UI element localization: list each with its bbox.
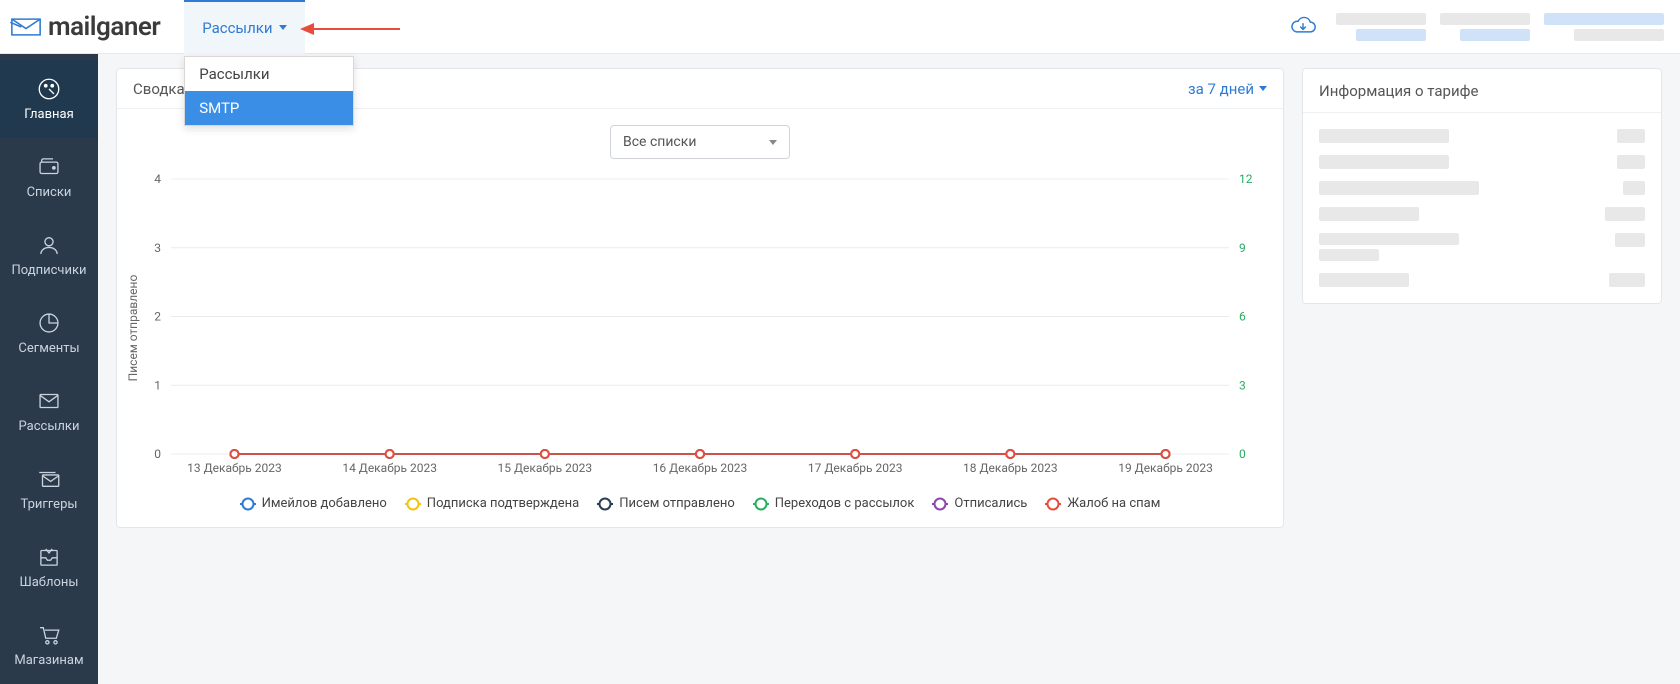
sidebar-item-label: Главная (24, 107, 73, 122)
chevron-down-icon (769, 140, 777, 145)
svg-text:4: 4 (154, 172, 161, 186)
sidebar-item-label: Рассылки (19, 419, 80, 434)
svg-text:16 Декабрь 2023: 16 Декабрь 2023 (653, 461, 748, 475)
tariff-row (1319, 129, 1645, 143)
tray-icon (35, 544, 63, 570)
campaigns-dropdown-menu: Рассылки SMTP (184, 56, 354, 126)
sidebar-item-segments[interactable]: Сегменты (0, 294, 98, 372)
campaigns-dropdown-toggle[interactable]: Рассылки Рассылки SMTP (184, 0, 304, 54)
summary-panel: Сводка по а за 7 дней Все списки Писем о… (116, 68, 1284, 528)
logo-text: mailganer (48, 12, 160, 42)
sidebar-item-label: Подписчики (12, 263, 87, 278)
date-range-selector[interactable]: за 7 дней (1188, 80, 1267, 98)
svg-text:1: 1 (154, 378, 161, 392)
sidebar: Главная Списки Подписчики Сегменты Рассы… (0, 54, 98, 684)
sidebar-item-subscribers[interactable]: Подписчики (0, 216, 98, 294)
list-selector[interactable]: Все списки (610, 125, 790, 159)
tariff-panel-header: Информация о тарифе (1303, 69, 1661, 113)
sidebar-item-label: Шаблоны (19, 575, 78, 590)
wallet-icon (35, 154, 63, 180)
tariff-panel-body (1303, 113, 1661, 303)
legend-marker (753, 499, 769, 509)
svg-text:13 Декабрь 2023: 13 Декабрь 2023 (187, 461, 282, 475)
tariff-row (1319, 181, 1645, 195)
legend-label: Имейлов добавлено (262, 496, 387, 511)
user-icon (35, 232, 63, 258)
topbar: mailganer Рассылки Рассылки SMTP (0, 0, 1680, 54)
dropdown-item-campaigns[interactable]: Рассылки (185, 57, 353, 91)
legend-item-unsub[interactable]: Отписались (932, 496, 1027, 511)
legend-item-sent[interactable]: Писем отправлено (597, 496, 735, 511)
tariff-row (1319, 207, 1645, 221)
svg-text:9: 9 (1239, 241, 1246, 255)
sidebar-item-templates[interactable]: Шаблоны (0, 528, 98, 606)
activity-chart: Писем отправлено 0123403691213 Декабрь 2… (131, 169, 1269, 486)
sidebar-item-main[interactable]: Главная (0, 60, 98, 138)
legend-label: Переходов с рассылок (775, 496, 915, 511)
mail-icon (35, 388, 63, 414)
stackmail-icon (35, 466, 63, 492)
svg-text:17 Декабрь 2023: 17 Декабрь 2023 (808, 461, 903, 475)
tariff-row (1319, 233, 1645, 261)
legend-label: Подписка подтверждена (427, 496, 579, 511)
cart-icon (35, 622, 63, 648)
cloud-download-icon[interactable] (1290, 16, 1316, 38)
topbar-right (1290, 13, 1664, 41)
sidebar-item-campaigns[interactable]: Рассылки (0, 372, 98, 450)
svg-text:0: 0 (1239, 447, 1246, 461)
tariff-title: Информация о тарифе (1319, 82, 1478, 100)
sidebar-item-label: Магазинам (14, 653, 83, 668)
legend-item-confirmed[interactable]: Подписка подтверждена (405, 496, 579, 511)
sidebar-item-shops[interactable]: Магазинам (0, 606, 98, 684)
tariff-row (1319, 273, 1645, 287)
annotation-arrow (300, 22, 400, 36)
legend-label: Жалоб на спам (1067, 496, 1160, 511)
svg-text:3: 3 (154, 241, 161, 255)
legend-marker (240, 499, 256, 509)
date-range-label: за 7 дней (1188, 80, 1254, 98)
svg-text:12: 12 (1239, 172, 1253, 186)
tariff-row (1319, 155, 1645, 169)
sidebar-item-triggers[interactable]: Триггеры (0, 450, 98, 528)
svg-text:15 Декабрь 2023: 15 Декабрь 2023 (498, 461, 593, 475)
piechart-icon (35, 310, 63, 336)
sidebar-item-label: Списки (27, 185, 72, 200)
legend-marker (597, 499, 613, 509)
svg-text:6: 6 (1239, 310, 1246, 324)
sidebar-item-label: Триггеры (21, 497, 78, 512)
legend-item-clicks[interactable]: Переходов с рассылок (753, 496, 915, 511)
svg-text:18 Декабрь 2023: 18 Декабрь 2023 (963, 461, 1058, 475)
legend-marker (405, 499, 421, 509)
summary-panel-body: Все списки Писем отправлено 012340369121… (117, 109, 1283, 527)
chart-legend: Имейлов добавлено Подписка подтверждена Пи… (131, 486, 1269, 517)
tariff-panel: Информация о тарифе (1302, 68, 1662, 304)
chevron-down-icon (279, 25, 287, 30)
svg-text:19 Декабрь 2023: 19 Декабрь 2023 (1118, 461, 1213, 475)
svg-text:14 Декабрь 2023: 14 Декабрь 2023 (342, 461, 437, 475)
campaigns-dropdown-label: Рассылки (202, 19, 272, 37)
svg-text:0: 0 (154, 447, 161, 461)
logo-icon (10, 16, 42, 38)
sidebar-item-lists[interactable]: Списки (0, 138, 98, 216)
legend-item-spam[interactable]: Жалоб на спам (1045, 496, 1160, 511)
account-info-blurred (1336, 13, 1664, 41)
dropdown-item-smtp[interactable]: SMTP (185, 91, 353, 125)
chevron-down-icon (1259, 86, 1267, 91)
logo[interactable]: mailganer (10, 12, 160, 42)
main-content: Сводка по а за 7 дней Все списки Писем о… (98, 54, 1680, 684)
legend-item-added[interactable]: Имейлов добавлено (240, 496, 387, 511)
svg-text:2: 2 (154, 310, 161, 324)
list-selector-label: Все списки (623, 134, 696, 150)
legend-marker (1045, 499, 1061, 509)
sidebar-item-label: Сегменты (18, 341, 79, 356)
legend-label: Отписались (954, 496, 1027, 511)
legend-label: Писем отправлено (619, 496, 735, 511)
legend-marker (932, 499, 948, 509)
svg-text:3: 3 (1239, 378, 1246, 392)
y-axis-label: Писем отправлено (126, 274, 140, 381)
dashboard-icon (35, 76, 63, 102)
